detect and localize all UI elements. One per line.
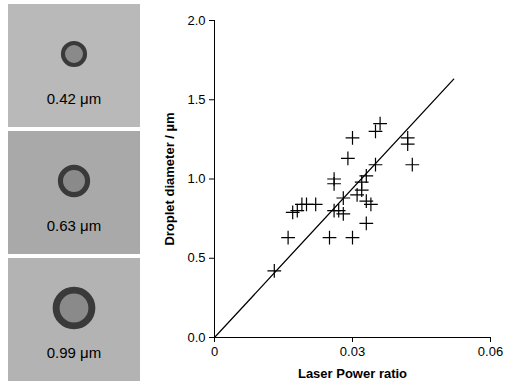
svg-text:1.5: 1.5 — [187, 92, 205, 107]
svg-text:0.0: 0.0 — [187, 330, 205, 345]
svg-text:0.99 μm: 0.99 μm — [47, 344, 102, 361]
svg-text:1.0: 1.0 — [187, 171, 205, 186]
svg-text:2.0: 2.0 — [187, 13, 205, 28]
svg-text:0.5: 0.5 — [187, 250, 205, 265]
svg-text:0: 0 — [211, 344, 218, 359]
svg-text:Droplet diameter / µm: Droplet diameter / µm — [162, 112, 177, 245]
svg-text:Laser Power ratio: Laser Power ratio — [298, 366, 407, 381]
svg-text:0.06: 0.06 — [478, 344, 503, 359]
svg-text:0.03: 0.03 — [340, 344, 365, 359]
svg-text:0.42 μm: 0.42 μm — [47, 90, 102, 107]
svg-text:0.63 μm: 0.63 μm — [47, 217, 102, 234]
